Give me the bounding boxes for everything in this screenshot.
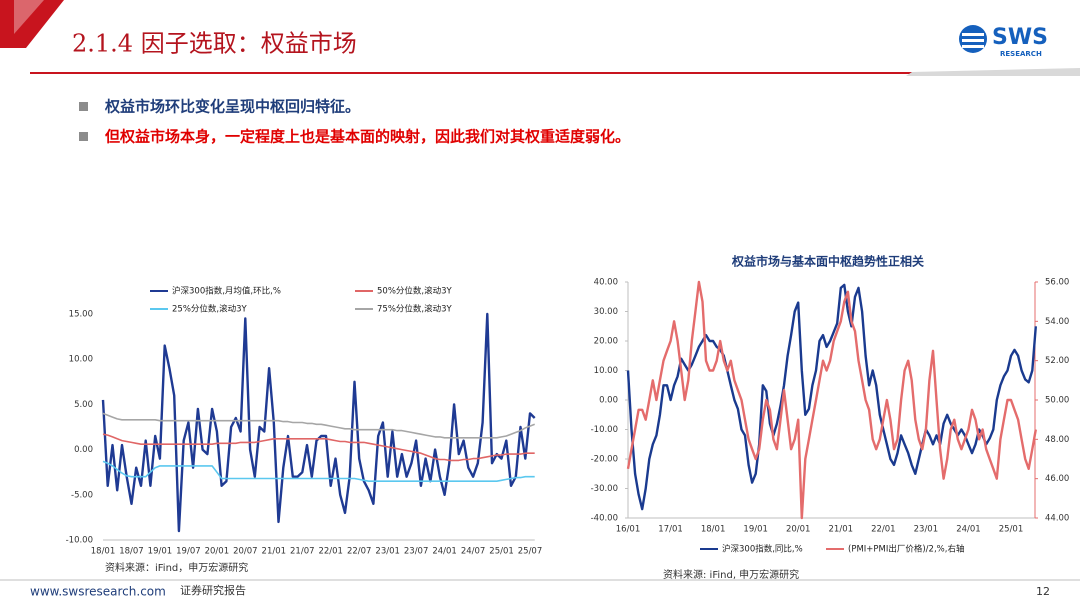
y-tick-label: 15.00	[69, 310, 93, 320]
header-rule-gray	[906, 68, 1080, 76]
chart-source: 资料来源: iFind, 申万宏源研究	[663, 568, 799, 581]
logo-name: SWS	[992, 25, 1048, 50]
y-tick-label: -5.00	[71, 490, 93, 500]
x-tick-label: 18/01	[91, 547, 116, 557]
x-tick-label: 20/07	[233, 547, 258, 557]
x-tick-label: 21/07	[290, 547, 315, 557]
y-tick-label: 20.00	[594, 337, 618, 347]
logo-stripe	[962, 33, 984, 36]
x-tick-label: 20/01	[205, 547, 230, 557]
page-number: 12	[1036, 585, 1050, 598]
footer-label: 证券研究报告	[180, 583, 246, 597]
x-tick-label: 20/01	[786, 525, 811, 535]
x-tick-label: 21/01	[829, 525, 854, 535]
header-mark	[0, 0, 64, 48]
y2-tick-label: 54.00	[1045, 317, 1069, 327]
bullet-square	[79, 132, 88, 141]
y2-tick-label: 44.00	[1045, 514, 1069, 524]
y-tick-label: 30.00	[594, 307, 618, 317]
x-tick-label: 21/01	[262, 547, 287, 557]
bullet: 但权益市场本身，一定程度上也是基本面的映射，因此我们对其权重适度弱化。	[104, 128, 630, 146]
x-tick-label: 25/01	[489, 547, 514, 557]
x-tick-label: 22/07	[347, 547, 372, 557]
x-tick-label: 18/07	[119, 547, 144, 557]
y-tick-label: 5.00	[74, 400, 93, 410]
chart-title: 权益市场与基本面中枢趋势性正相关	[731, 254, 924, 269]
logo-stripe	[962, 45, 984, 48]
bullet: 权益市场环比变化呈现中枢回归特征。	[104, 98, 360, 116]
y-tick-label: -40.00	[591, 514, 618, 524]
series-line	[102, 433, 535, 462]
series-line	[102, 460, 535, 482]
header-mark-notch	[14, 0, 44, 34]
bullet-square	[79, 102, 88, 111]
slide-title: 2.1.4 因子选取：权益市场	[72, 30, 357, 58]
x-tick-label: 19/01	[148, 547, 173, 557]
x-tick-label: 22/01	[871, 525, 896, 535]
legend-label: 25%分位数,滚动3Y	[172, 304, 248, 315]
logo-sub: RESEARCH	[1000, 50, 1042, 58]
x-tick-label: 23/01	[914, 525, 939, 535]
footer-url: www.swsresearch.com	[30, 585, 166, 599]
series-line	[626, 280, 1037, 520]
y-tick-label: -10.00	[591, 425, 618, 435]
x-tick-label: 25/01	[999, 525, 1024, 535]
y-tick-label: 0.00	[599, 396, 618, 406]
series-line	[101, 312, 536, 533]
logo: SWS RESEARCH	[959, 25, 1048, 58]
x-tick-label: 24/01	[956, 525, 981, 535]
legend-label: 50%分位数,滚动3Y	[377, 286, 453, 297]
y-tick-label: 40.00	[594, 278, 618, 288]
y-tick-label: -30.00	[591, 484, 618, 494]
series-line	[102, 412, 535, 439]
x-tick-label: 25/07	[518, 547, 543, 557]
x-tick-label: 23/07	[404, 547, 429, 557]
series-line	[626, 283, 1037, 511]
y2-tick-label: 56.00	[1045, 278, 1069, 288]
x-tick-label: 19/07	[176, 547, 201, 557]
legend-label: (PMI+PMI出厂价格)/2,%,右轴	[848, 544, 964, 555]
legend-label: 沪深300指数,同比,%	[722, 544, 803, 555]
legend-label: 沪深300指数,月均值,环比,%	[172, 286, 281, 297]
x-tick-label: 17/01	[658, 525, 683, 535]
x-tick-label: 19/01	[743, 525, 768, 535]
y-tick-label: 10.00	[594, 366, 618, 376]
chart-source: 资料来源：iFind，申万宏源研究	[105, 561, 248, 574]
y-tick-label: -10.00	[66, 536, 93, 546]
y2-tick-label: 50.00	[1045, 396, 1069, 406]
y2-tick-label: 46.00	[1045, 474, 1069, 484]
x-tick-label: 24/01	[432, 547, 457, 557]
x-tick-label: 22/01	[318, 547, 343, 557]
y-tick-label: -20.00	[591, 455, 618, 465]
y-tick-label: 10.00	[69, 355, 93, 365]
x-tick-label: 24/07	[461, 547, 486, 557]
y2-tick-label: 48.00	[1045, 435, 1069, 445]
x-tick-label: 16/01	[616, 525, 641, 535]
y-tick-label: 0.00	[74, 445, 93, 455]
y2-tick-label: 52.00	[1045, 356, 1069, 366]
x-tick-label: 23/01	[375, 547, 400, 557]
x-tick-label: 18/01	[701, 525, 726, 535]
logo-stripe	[962, 39, 984, 42]
legend-label: 75%分位数,滚动3Y	[377, 304, 453, 315]
